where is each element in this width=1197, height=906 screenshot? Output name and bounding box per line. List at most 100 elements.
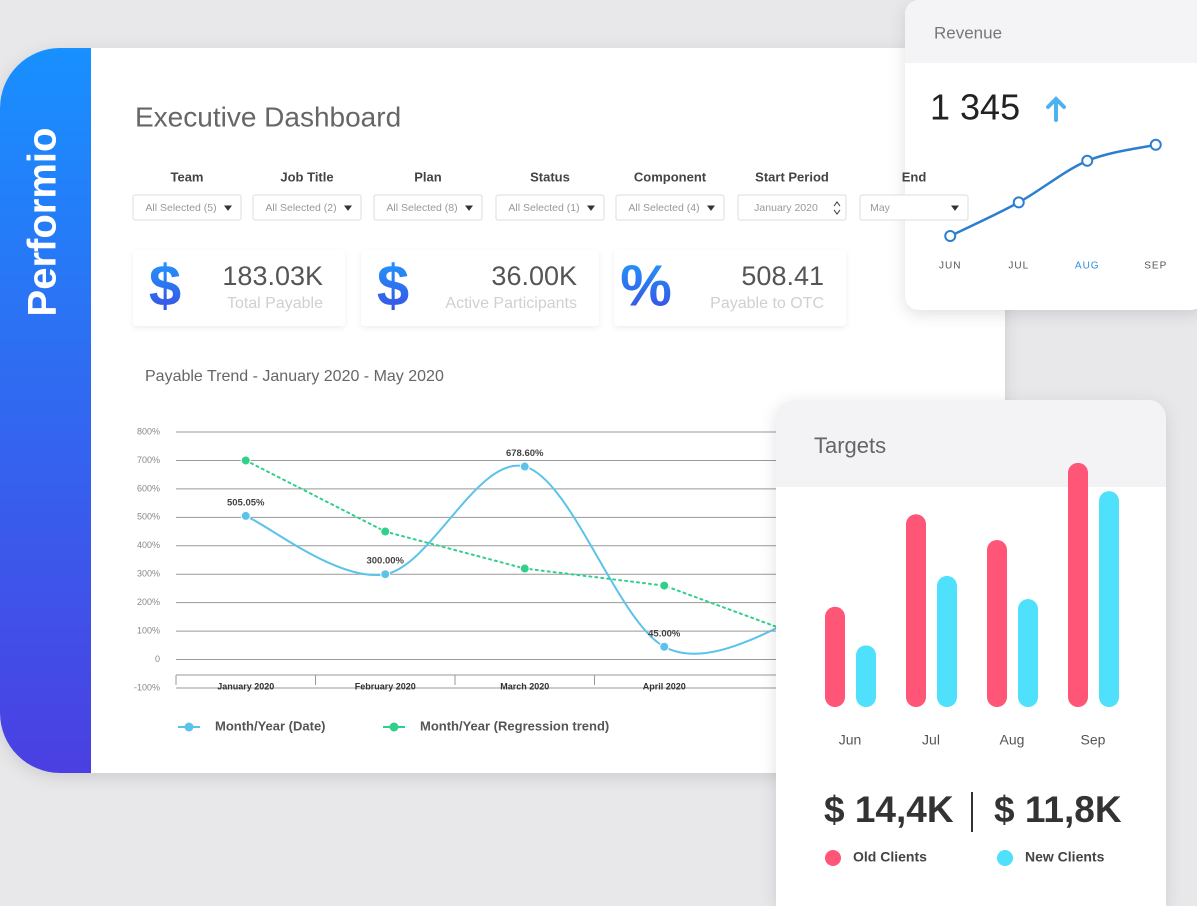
dropdown-box[interactable] <box>859 194 969 221</box>
x-tick-label: JUN <box>939 261 961 272</box>
dropdown-arrow <box>344 205 352 211</box>
chart-title: Payable Trend - January 2020 - May 2020 <box>145 368 444 385</box>
legend-marker <box>389 722 399 732</box>
filter-label: Status <box>530 169 570 184</box>
point <box>380 526 391 537</box>
dropdown-arrow <box>587 205 595 211</box>
revenue-card: Revenue 1 345 JUN JUL AUG SEP <box>905 0 1197 310</box>
series-line <box>949 143 1157 238</box>
legend-marker <box>997 850 1013 866</box>
y-tick-label: -100% <box>134 682 160 692</box>
dropdown-box[interactable] <box>252 194 362 221</box>
data-label: 505.05% <box>227 497 265 508</box>
card-title: Revenue <box>934 23 1002 42</box>
filter-dropdown[interactable]: All Selected (5) <box>132 194 242 221</box>
kpi-card <box>133 250 345 326</box>
x-tick-label: JUL <box>1008 261 1029 272</box>
filter-label: Plan <box>414 169 442 184</box>
data-label: 300.00% <box>366 556 404 567</box>
card-header <box>776 400 1166 487</box>
dropdown-value: January 2020 <box>754 202 818 214</box>
dropdown-box[interactable] <box>495 194 605 221</box>
dropdown-box[interactable] <box>615 194 725 221</box>
kpi-label: Payable to OTC <box>710 295 824 312</box>
targets-card: Targets Jun Jul Aug Sep $ 14,4K Old Clients $ … <box>776 400 1166 906</box>
legend-label: New Clients <box>1025 849 1105 865</box>
kpi-value: 36.00K <box>491 261 577 291</box>
point <box>380 569 391 580</box>
filter-dropdown[interactable]: All Selected (1) <box>495 194 605 221</box>
legend-marker <box>825 850 841 866</box>
x-tick-label: March 2020 <box>500 681 549 691</box>
headline: 1 345 <box>930 87 1020 128</box>
card-header <box>905 0 1197 63</box>
dashboard-title: Executive Dashboard <box>135 101 401 132</box>
dropdown-value: All Selected (8) <box>386 202 457 214</box>
kpi-value: 183.03K <box>222 261 323 291</box>
filter-label: Component <box>634 169 707 184</box>
y-tick-label: 600% <box>137 483 160 493</box>
card <box>905 0 1197 310</box>
kpi-label: Total Payable <box>227 295 323 312</box>
dropdown-value: All Selected (2) <box>265 202 336 214</box>
kpi-label: Active Participants <box>445 295 577 312</box>
point <box>659 641 670 652</box>
bar <box>1099 491 1119 707</box>
dropdown-value: All Selected (5) <box>145 202 216 214</box>
total: $ 14,4K <box>824 789 954 830</box>
x-tick-label: Aug <box>1000 732 1025 748</box>
filter-label: Job Title <box>280 169 333 184</box>
point <box>519 563 530 574</box>
x-tick-label: Jun <box>839 732 862 748</box>
main-card <box>0 48 1005 773</box>
filter-dropdown[interactable]: May <box>859 194 969 221</box>
y-tick-label: 300% <box>137 569 160 579</box>
data-label: 678.60% <box>506 448 544 459</box>
filter-label: Start Period <box>755 169 829 184</box>
point <box>1149 138 1162 151</box>
y-tick-label: 500% <box>137 512 160 522</box>
y-tick-label: 800% <box>137 426 160 436</box>
point <box>240 455 251 466</box>
card-title: Targets <box>814 433 886 458</box>
data-label: 45.00% <box>648 628 681 639</box>
filter-dropdown[interactable]: All Selected (2) <box>252 194 362 221</box>
point <box>1081 154 1094 167</box>
x-tick-label: February 2020 <box>355 681 416 691</box>
y-tick-label: 400% <box>137 540 160 550</box>
kpi-icon: $ <box>149 253 181 318</box>
bar <box>825 606 845 707</box>
filter-label: End <box>902 169 927 184</box>
dropdown-value: All Selected (4) <box>628 202 699 214</box>
kpi-icon: % <box>620 253 672 318</box>
filter-dropdown[interactable]: All Selected (4) <box>615 194 725 221</box>
bar <box>1068 462 1088 707</box>
x-tick-label: Jul <box>922 732 940 748</box>
x-tick-label: Sep <box>1081 732 1106 748</box>
dropdown-box[interactable] <box>132 194 242 221</box>
bar <box>856 645 876 707</box>
x-tick-label: SEP <box>1144 261 1167 272</box>
legend-label: Month/Year (Regression trend) <box>420 718 609 733</box>
dropdown-arrow <box>224 205 232 211</box>
dropdown-arrow <box>465 205 473 211</box>
dropdown-arrow <box>707 205 715 211</box>
legend-label: Old Clients <box>853 849 927 865</box>
point <box>240 510 251 521</box>
sidebar <box>0 48 91 773</box>
filter-dropdown[interactable]: January 2020 <box>737 194 847 221</box>
y-tick-label: 100% <box>137 625 160 635</box>
dropdown-value: All Selected (1) <box>508 202 579 214</box>
dropdown-value: May <box>870 202 891 214</box>
legend-marker <box>184 722 194 732</box>
point <box>944 230 957 242</box>
dropdown-box[interactable] <box>737 194 847 221</box>
point <box>1012 196 1025 209</box>
filter-dropdown[interactable]: All Selected (8) <box>373 194 483 221</box>
x-tick-label: AUG <box>1075 261 1100 272</box>
bar <box>1018 599 1038 707</box>
y-tick-label: 200% <box>137 597 160 607</box>
dropdown-box[interactable] <box>373 194 483 221</box>
